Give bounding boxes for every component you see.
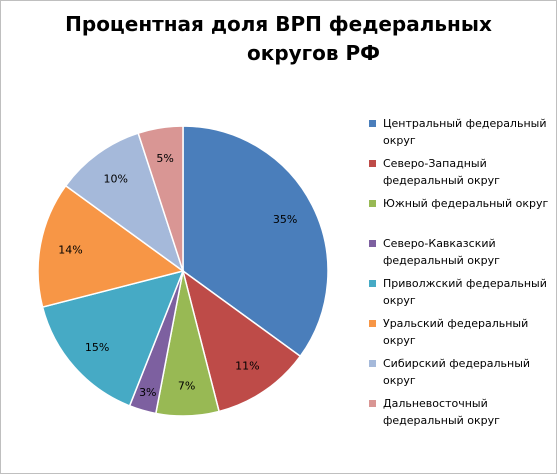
legend-swatch (369, 120, 376, 127)
pie-slice-0 (182, 125, 329, 358)
legend-label: Северо-Кавказский федеральный округ (383, 237, 500, 267)
pie-data-labels: 35% 11% 7% 3% 15% 14% 10% 5% (58, 152, 297, 399)
pie-slice-label-2: 7% (178, 380, 195, 393)
legend-label: Уральский федеральный округ (383, 317, 529, 347)
pie-slice-6 (64, 132, 185, 273)
legend-swatch (369, 160, 376, 167)
pie-slice-1 (181, 269, 302, 413)
chart-title-line-1: Процентная доля ВРП федеральных (65, 12, 492, 36)
pie-slice-7 (137, 125, 184, 272)
legend-label: Северо-Западный федеральный округ (383, 157, 500, 187)
pie-slice-5 (37, 184, 185, 308)
legend-swatch (369, 240, 376, 247)
pie-slice-label-7: 5% (156, 152, 173, 165)
legend-swatch (369, 200, 376, 207)
pie-slice-label-1: 11% (235, 360, 259, 373)
pie-slice-4 (41, 269, 185, 407)
legend-label: Приволжский федеральный округ (383, 277, 547, 307)
pie-slices (37, 125, 329, 417)
legend-label: Сибирский федеральный округ (383, 357, 531, 387)
pie-slice-label-6: 10% (103, 172, 127, 185)
legend-swatch (369, 320, 376, 327)
legend-swatch (369, 400, 376, 407)
legend-swatch (369, 360, 376, 367)
pie-slice-label-3: 3% (139, 386, 156, 399)
pie-slice-label-4: 15% (85, 341, 109, 354)
chart-title: Процентная доля ВРП федеральных округов … (0, 10, 557, 70)
chart-title-line-2: округов РФ (247, 41, 380, 65)
legend-label: Южный федеральный округ (383, 197, 549, 210)
pie-slice-label-5: 14% (58, 244, 82, 257)
legend-label: Дальневосточный федеральный округ (383, 397, 500, 427)
legend-swatch (369, 280, 376, 287)
pie-slice-label-0: 35% (273, 213, 297, 226)
legend-label: Центральный федеральный округ (383, 117, 547, 147)
